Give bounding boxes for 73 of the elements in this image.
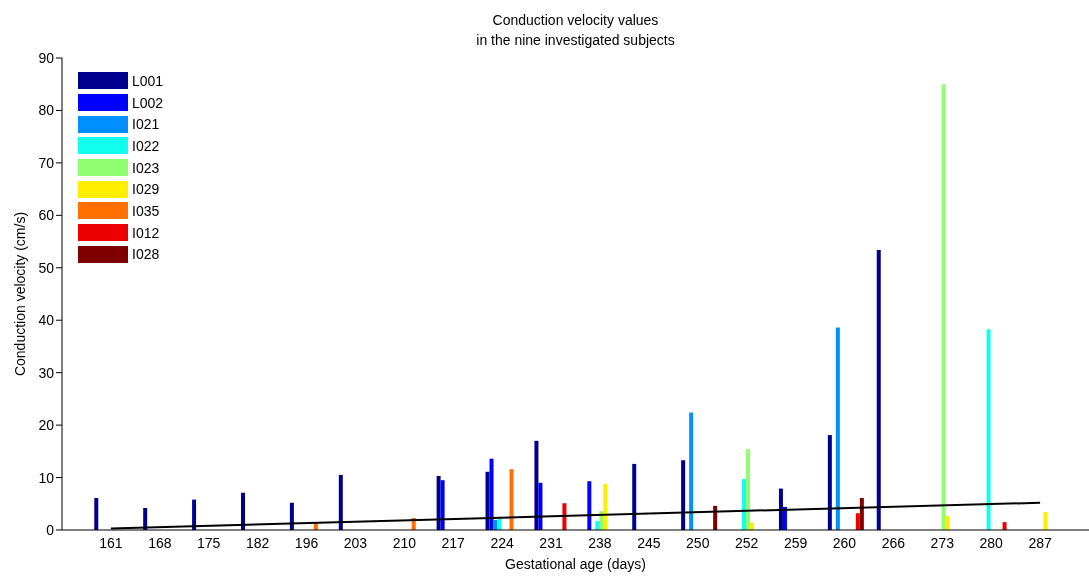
chart-title: Conduction velocity values in the nine investigated subjects — [475, 11, 676, 50]
x-tick-label: 161 — [99, 534, 123, 551]
bar — [440, 480, 445, 530]
y-tick-label: 0 — [46, 521, 55, 538]
bar — [986, 329, 991, 530]
bar — [632, 463, 637, 530]
x-tick-label: 273 — [930, 534, 955, 551]
bar — [493, 520, 498, 530]
x-tick-label: 224 — [490, 534, 515, 551]
bar — [746, 449, 751, 530]
bar — [94, 498, 99, 530]
y-tick-label: 80 — [38, 102, 55, 119]
bar — [778, 488, 783, 530]
bar — [338, 474, 343, 530]
bar — [240, 492, 245, 530]
x-tick-label: 196 — [294, 534, 319, 551]
x-tick-label: 168 — [148, 534, 172, 551]
bar — [945, 515, 950, 530]
x-tick-label: 203 — [343, 534, 368, 551]
bar — [689, 412, 694, 530]
bar — [855, 513, 860, 530]
legend-label: I023 — [132, 159, 160, 176]
bar — [587, 481, 592, 530]
legend-label: I028 — [132, 246, 160, 263]
x-tick-label: 245 — [637, 534, 661, 551]
bar — [681, 460, 686, 530]
legend-label: L001 — [132, 72, 164, 89]
y-tick-label: 70 — [38, 154, 55, 171]
bar — [742, 479, 747, 530]
legend-label: I022 — [132, 137, 160, 154]
legend-label: L002 — [132, 94, 164, 111]
x-tick-label: 210 — [392, 534, 417, 551]
x-tick-label: 217 — [441, 534, 466, 551]
x-tick-label: 231 — [539, 534, 563, 551]
y-tick-label: 90 — [38, 49, 55, 66]
y-tick-label: 50 — [38, 259, 55, 276]
bar — [485, 471, 490, 530]
y-tick-label: 30 — [38, 364, 55, 381]
bar — [835, 327, 840, 530]
bar — [489, 458, 494, 530]
bar — [538, 482, 543, 530]
legend-label: I021 — [132, 116, 160, 133]
y-tick-label: 40 — [38, 312, 55, 329]
bar — [562, 503, 567, 530]
x-tick-label: 250 — [686, 534, 710, 551]
bar — [509, 469, 514, 530]
bar — [436, 475, 441, 530]
bar — [497, 518, 502, 530]
legend-label: I012 — [132, 224, 160, 241]
bar — [941, 84, 946, 530]
x-tick-label: 287 — [1028, 534, 1052, 551]
x-tick-label: 252 — [734, 534, 759, 551]
bar — [876, 249, 881, 530]
y-tick-label: 10 — [38, 469, 55, 486]
x-tick-label: 175 — [197, 534, 221, 551]
bar — [603, 483, 608, 530]
legend-label: I029 — [132, 181, 160, 198]
bar — [534, 440, 539, 530]
y-tick-label: 60 — [38, 207, 55, 224]
legend-label: I035 — [132, 202, 160, 219]
y-tick-label: 20 — [38, 417, 55, 434]
bar — [1043, 512, 1048, 530]
x-axis-title: Gestational age (days) — [504, 556, 647, 572]
y-axis-title: Conduction velocity (cm/s) — [12, 211, 28, 377]
x-tick-label: 259 — [783, 534, 808, 551]
x-tick-label: 266 — [881, 534, 906, 551]
bar — [827, 435, 832, 530]
x-tick-label: 238 — [588, 534, 612, 551]
x-tick-label: 260 — [832, 534, 857, 551]
x-tick-label: 280 — [979, 534, 1004, 551]
bar — [1002, 522, 1007, 530]
x-tick-label: 182 — [245, 534, 270, 551]
bar — [859, 498, 864, 530]
